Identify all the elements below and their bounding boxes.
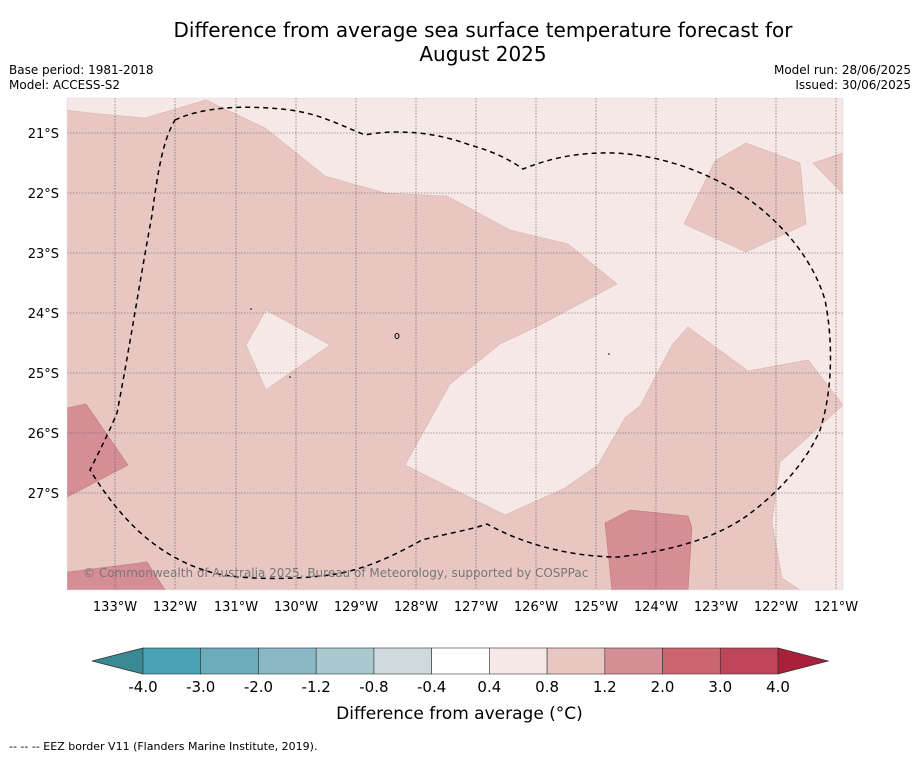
- lon-label: 125°W: [574, 600, 618, 615]
- lon-label: 130°W: [274, 600, 318, 615]
- colorbar-tick-label: 0.8: [535, 678, 559, 696]
- lat-label: 21°S: [28, 127, 59, 142]
- lon-label: 128°W: [394, 600, 438, 615]
- colorbar-tick-label: -1.2: [302, 678, 331, 696]
- colorbar-tick-label: -4.0: [128, 678, 157, 696]
- lon-label: 129°W: [334, 600, 378, 615]
- lon-label: 122°W: [754, 600, 798, 615]
- island-marker: [289, 376, 291, 378]
- colorbar-swatch: [662, 647, 721, 675]
- island-marker: [608, 353, 610, 355]
- model-run: Model run: 28/06/2025: [773, 63, 911, 77]
- colorbar-swatch: [258, 647, 317, 675]
- lat-label: 25°S: [28, 367, 59, 382]
- eez-legend-note: -- -- -- EEZ border V11 (Flanders Marine…: [9, 740, 318, 753]
- sst-anomaly-map: © Commonwealth of Australia 2025, Bureau…: [28, 97, 858, 696]
- island-marker: [394, 333, 400, 339]
- colorbar-tick-label: 3.0: [708, 678, 732, 696]
- colorbar-tick-label: 1.2: [593, 678, 617, 696]
- colorbar-swatch: [200, 647, 259, 675]
- anomaly-region-1.2-2.0-west: [67, 403, 129, 498]
- lon-label: 126°W: [514, 600, 558, 615]
- right-metadata: Model run: 28/06/2025 Issued: 30/06/2025: [774, 63, 911, 93]
- colorbar-tick-label: -3.0: [186, 678, 215, 696]
- left-metadata: Base period: 1981-2018 Model: ACCESS-S2: [9, 63, 154, 93]
- colorbar-tick-label: 2.0: [651, 678, 675, 696]
- colorbar-extend-low: [91, 647, 144, 675]
- map-frame: [66, 97, 844, 591]
- colorbar-swatch: [431, 647, 490, 675]
- anomaly-region-0.4-0.8-north: [67, 98, 843, 590]
- lat-label: 26°S: [28, 427, 59, 442]
- colorbar-swatch: [373, 647, 432, 675]
- title-line-1: Difference from average sea surface temp…: [173, 18, 793, 42]
- issued-date: Issued: 30/06/2025: [795, 78, 911, 92]
- colorbar-swatch: [489, 647, 548, 675]
- anomaly-region-1.2-2.0-south: [604, 509, 693, 590]
- lon-label: 121°W: [814, 600, 858, 615]
- model-name: Model: ACCESS-S2: [9, 78, 121, 92]
- lon-label: 132°W: [153, 600, 197, 615]
- lon-label: 133°W: [93, 600, 137, 615]
- lon-label: 131°W: [214, 600, 258, 615]
- lon-label: 123°W: [694, 600, 738, 615]
- lat-label: 24°S: [28, 307, 59, 322]
- colorbar-swatch: [546, 647, 606, 675]
- colorbar-tick-label: 0.4: [477, 678, 501, 696]
- lat-label: 23°S: [28, 247, 59, 262]
- colorbar-tick-label: 4.0: [766, 678, 790, 696]
- lon-label: 127°W: [454, 600, 498, 615]
- lat-label: 22°S: [28, 187, 59, 202]
- colorbar-swatch: [142, 647, 202, 675]
- colorbar-tick-label: -0.8: [359, 678, 388, 696]
- title-line-2: August 2025: [419, 42, 547, 66]
- anomaly-region-0.4-0.8-west: [245, 309, 331, 391]
- copyright-notice: © Commonwealth of Australia 2025, Bureau…: [83, 566, 588, 580]
- island-marker: [250, 308, 252, 310]
- eez-border: [89, 106, 832, 580]
- lon-label: 124°W: [634, 600, 678, 615]
- lat-label: 27°S: [28, 487, 59, 502]
- colorbar-tick-label: -2.0: [244, 678, 273, 696]
- colorbar: -4.0 -3.0 -2.0 -1.2 -0.8 -0.4 0.4 0.8 1.2 2.0 3.0 4…: [91, 647, 830, 696]
- colorbar-extend-high: [777, 647, 830, 675]
- base-period: Base period: 1981-2018: [9, 63, 154, 77]
- colorbar-tick-label: -0.4: [417, 678, 446, 696]
- colorbar-title: Difference from average (°C): [336, 704, 583, 724]
- anomaly-region-0.8-1.2-ne-edge: [812, 152, 843, 195]
- colorbar-swatch: [315, 647, 375, 675]
- colorbar-swatch: [604, 647, 663, 675]
- map-title: Difference from average sea surface temp…: [0, 18, 919, 66]
- anomaly-region-1.2-2.0-sw: [67, 561, 166, 590]
- colorbar-swatch: [719, 647, 779, 675]
